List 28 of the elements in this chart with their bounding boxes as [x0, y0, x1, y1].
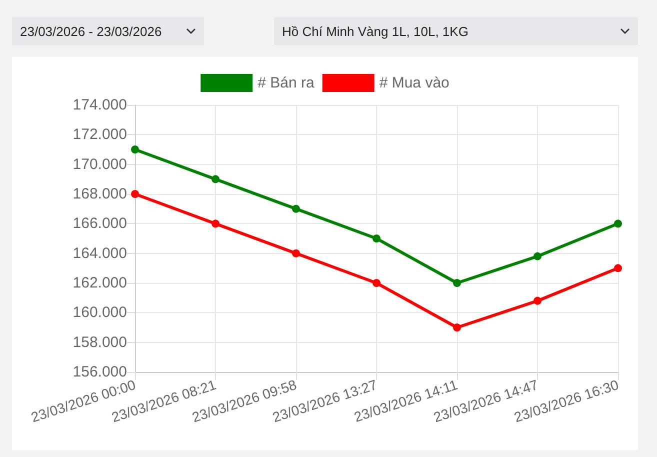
legend-label: # Mua vào: [379, 74, 450, 92]
point: [372, 279, 380, 287]
point: [212, 220, 220, 228]
y-tick-label: 172.000: [72, 126, 127, 144]
point: [292, 204, 300, 213]
y-tick-label: 174.000: [72, 96, 127, 114]
y-tick-label: 168.000: [72, 186, 127, 202]
y-tick-label: 156.000: [72, 364, 127, 380]
y-tick-label: 166.000: [72, 215, 127, 232]
point: [453, 279, 461, 287]
legend-label: # Bán ra: [258, 74, 315, 92]
point: [131, 190, 139, 198]
point: [614, 220, 622, 228]
text: 23/03/2026 - 23/03/2026: [20, 24, 162, 38]
y-tick-label: 170.000: [72, 156, 127, 173]
point: [131, 146, 139, 154]
point: [372, 234, 380, 242]
point: [534, 296, 542, 305]
point: [292, 249, 300, 258]
point: [534, 252, 542, 260]
y-tick-label: 164.000: [72, 244, 127, 262]
y-tick-label: 162.000: [72, 274, 127, 292]
point: [614, 264, 622, 272]
point: [212, 175, 220, 184]
y-tick-label: 160.000: [72, 304, 127, 322]
y-tick-label: 158.000: [72, 334, 127, 351]
point: [453, 324, 461, 332]
text: Hồ Chí Minh Vàng 1L, 10L, 1KG: [282, 24, 468, 38]
